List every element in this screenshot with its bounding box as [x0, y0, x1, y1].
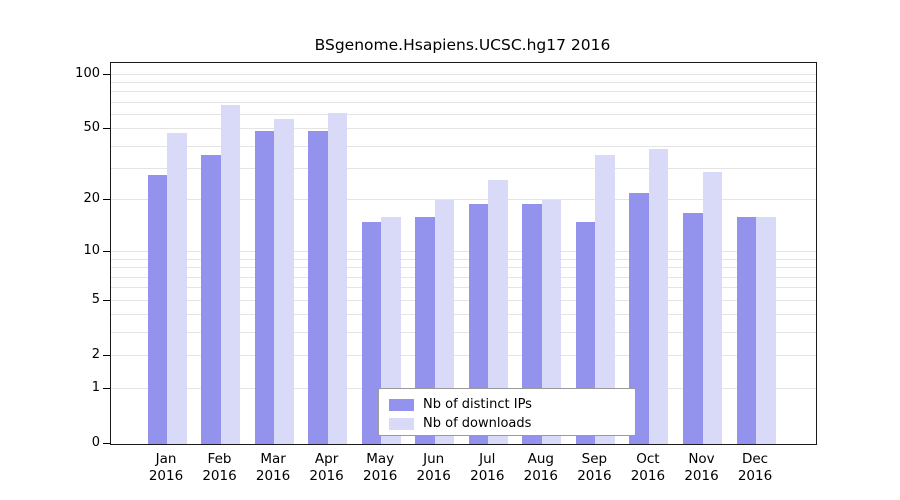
bar-jul-distinct-ips [468, 204, 489, 444]
x-tick-label-nov: Nov 2016 [684, 451, 719, 484]
gridline [111, 314, 816, 316]
bar-oct-downloads [648, 148, 669, 444]
y-tick-label: 1 [91, 379, 100, 395]
chart-title: BSgenome.Hsapiens.UCSC.hg17 2016 [314, 36, 611, 54]
legend: Nb of distinct IPs Nb of downloads [378, 388, 636, 436]
bar-may-distinct-ips [361, 222, 382, 444]
y-tick-label: 100 [75, 65, 100, 81]
legend-swatch-downloads [389, 417, 414, 430]
bar-feb-downloads [220, 105, 240, 444]
gridline [111, 287, 816, 289]
legend-label-downloads: Nb of downloads [423, 416, 532, 431]
gridline [111, 276, 816, 278]
x-tick-label-sep: Sep 2016 [577, 451, 612, 484]
x-tick-label-apr: Apr 2016 [309, 451, 344, 484]
x-tick-label-jun: Jun 2016 [416, 451, 451, 484]
legend-label-distinct-ips: Nb of distinct IPs [423, 397, 532, 412]
y-tick-mark [103, 355, 110, 357]
bar-nov-downloads [702, 171, 722, 444]
gridline [111, 299, 816, 301]
legend-swatch-distinct-ips [389, 398, 414, 411]
gridline [111, 267, 816, 269]
bar-apr-distinct-ips [308, 131, 328, 444]
bar-apr-downloads [327, 112, 348, 444]
bar-mar-downloads [274, 119, 294, 444]
gridline [111, 82, 816, 84]
bar-oct-distinct-ips [629, 193, 649, 444]
bar-jan-downloads [167, 132, 187, 444]
x-tick-label-feb: Feb 2016 [202, 451, 237, 484]
gridline [111, 355, 816, 357]
y-tick-mark [103, 128, 110, 130]
x-tick-label-dec: Dec 2016 [737, 451, 773, 484]
bar-dec-distinct-ips [736, 217, 756, 444]
y-tick-mark [103, 387, 110, 389]
y-tick-label: 20 [83, 191, 100, 207]
gridline [111, 251, 816, 253]
y-tick-label: 0 [91, 435, 100, 450]
legend-entry-distinct-ips: Nb of distinct IPs [389, 396, 635, 413]
gridline [111, 332, 816, 334]
y-tick-label: 50 [83, 120, 100, 136]
y-tick-mark [103, 443, 110, 444]
y-tick-mark [103, 251, 110, 253]
x-tick-label-jan: Jan 2016 [148, 451, 184, 484]
y-tick-mark [103, 299, 110, 301]
bar-jun-downloads [434, 200, 455, 444]
gridline [111, 145, 816, 147]
bar-jun-distinct-ips [415, 217, 435, 444]
bar-nov-distinct-ips [683, 212, 703, 444]
gridline [111, 102, 816, 103]
legend-entry-downloads: Nb of downloads [389, 415, 635, 432]
y-tick-label: 10 [83, 243, 100, 259]
x-tick-label-jul: Jul 2016 [470, 451, 505, 484]
bar-mar-distinct-ips [254, 131, 275, 444]
gridline [111, 128, 816, 130]
bar-jul-downloads [488, 180, 508, 444]
bar-may-downloads [381, 217, 401, 444]
gridline [111, 199, 816, 201]
bar-sep-downloads [595, 155, 615, 444]
gridline [111, 114, 816, 116]
y-tick-label: 2 [91, 347, 100, 363]
bar-jan-distinct-ips [147, 174, 167, 444]
bar-aug-downloads [541, 200, 562, 444]
bar-feb-distinct-ips [201, 155, 221, 444]
y-tick-label: 5 [91, 291, 100, 307]
gridline [111, 168, 816, 170]
bar-aug-distinct-ips [522, 204, 542, 444]
x-tick-label-mar: Mar 2016 [255, 451, 291, 484]
y-tick-mark [103, 73, 110, 75]
gridline [111, 73, 816, 75]
y-tick-mark [103, 199, 110, 201]
x-tick-label-oct: Oct 2016 [630, 451, 666, 484]
gridline [111, 91, 816, 93]
bar-dec-downloads [756, 217, 776, 444]
x-tick-label-may: May 2016 [363, 451, 398, 484]
gridline [111, 258, 816, 260]
x-tick-label-aug: Aug 2016 [523, 451, 558, 484]
